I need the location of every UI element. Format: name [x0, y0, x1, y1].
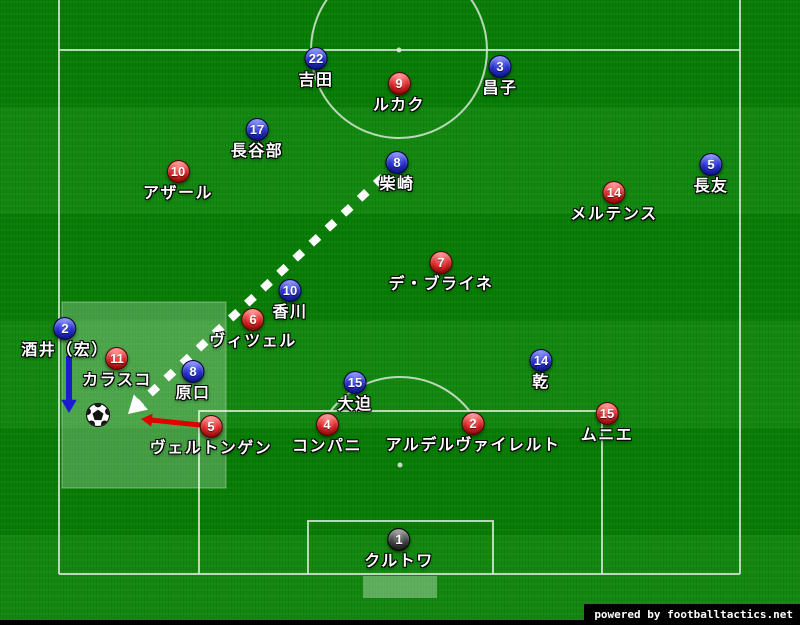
player-belgium[interactable]: 11 カラスコ: [82, 347, 152, 389]
player-name-label: アルデルヴァイレルト: [385, 435, 561, 454]
player-name-label: 長谷部: [230, 141, 284, 160]
player-belgium[interactable]: 7 デ・ブライネ: [388, 251, 493, 293]
player-number-chip[interactable]: 4: [315, 413, 339, 436]
player-number-chip[interactable]: 8: [181, 360, 205, 383]
player-japan[interactable]: 10 香川: [272, 279, 307, 321]
player-japan[interactable]: 17 長谷部: [231, 118, 284, 160]
player-name-label: カラスコ: [82, 370, 152, 389]
player-name-label: 長友: [693, 176, 729, 195]
player-number-chip[interactable]: 5: [699, 153, 723, 176]
player-number-chip[interactable]: 5: [199, 415, 223, 438]
player-name-label: 香川: [272, 302, 308, 321]
player-number-chip[interactable]: 10: [166, 160, 190, 183]
player-japan[interactable]: 5 長友: [693, 153, 728, 195]
player-belgium[interactable]: 15 ムニエ: [581, 402, 634, 444]
player-name-label: 酒井（宏）: [21, 340, 109, 359]
player-japan[interactable]: 2 酒井（宏）: [21, 317, 109, 359]
bottom-border: [0, 620, 800, 625]
player-name-label: 原口: [175, 383, 211, 402]
player-japan[interactable]: 22 吉田: [298, 47, 333, 89]
player-japan[interactable]: 14 乾: [529, 349, 553, 391]
player-number-chip[interactable]: 1: [387, 528, 411, 551]
player-japan[interactable]: 8 柴崎: [379, 151, 414, 193]
player-name-label: メルテンス: [570, 204, 658, 223]
player-gk[interactable]: 1 クルトワ: [364, 528, 434, 570]
player-name-label: 柴崎: [379, 174, 415, 193]
player-number-chip[interactable]: 15: [343, 371, 367, 394]
penalty-box: [198, 376, 603, 574]
player-name-label: アザール: [142, 183, 214, 202]
player-number-chip[interactable]: 3: [488, 55, 512, 78]
run-arrow-blue-head[interactable]: [61, 399, 77, 413]
pass-arrow-head[interactable]: [128, 394, 148, 414]
press-arrow-red-shaft[interactable]: [149, 417, 201, 428]
player-name-label: ヴィツェル: [209, 331, 297, 350]
press-arrow-red-head[interactable]: [141, 413, 153, 427]
player-number-chip[interactable]: 11: [105, 347, 129, 370]
player-japan[interactable]: 8 原口: [175, 360, 210, 402]
credit-text: powered by footballtactics.net: [594, 608, 793, 621]
player-belgium[interactable]: 2 アルデルヴァイレルト: [386, 412, 561, 454]
goal: [363, 576, 437, 598]
player-name-label: 昌子: [482, 78, 518, 97]
player-number-chip[interactable]: 22: [304, 47, 328, 70]
player-name-label: ルカク: [372, 95, 426, 114]
player-name-label: デ・ブライネ: [388, 274, 494, 293]
player-belgium[interactable]: 4 コンパニ: [292, 413, 362, 455]
player-number-chip[interactable]: 17: [245, 118, 269, 141]
player-number-chip[interactable]: 2: [461, 412, 485, 435]
player-name-label: 大迫: [337, 394, 373, 413]
player-name-label: コンパニ: [291, 436, 363, 455]
player-name-label: ムニエ: [580, 425, 634, 444]
goal-area-box: [307, 520, 494, 574]
player-number-chip[interactable]: 2: [53, 317, 77, 340]
player-number-chip[interactable]: 7: [429, 251, 453, 274]
player-number-chip[interactable]: 14: [602, 181, 626, 204]
player-belgium[interactable]: 9 ルカク: [373, 72, 425, 114]
player-name-label: ヴェルトンゲン: [149, 438, 273, 457]
player-name-label: 乾: [532, 372, 550, 391]
player-number-chip[interactable]: 8: [385, 151, 409, 174]
player-number-chip[interactable]: 10: [278, 279, 302, 302]
player-belgium[interactable]: 14 メルテンス: [570, 181, 657, 223]
credit-bar: powered by footballtactics.net: [584, 604, 800, 625]
player-number-chip[interactable]: 6: [241, 308, 265, 331]
player-name-label: クルトワ: [364, 551, 434, 570]
player-belgium[interactable]: 5 ヴェルトンゲン: [150, 415, 273, 457]
player-japan[interactable]: 3 昌子: [482, 55, 517, 97]
penalty-spot: [397, 462, 403, 468]
player-number-chip[interactable]: 14: [529, 349, 553, 372]
player-japan[interactable]: 15 大迫: [337, 371, 372, 413]
highlight-zone[interactable]: [61, 301, 227, 489]
player-number-chip[interactable]: 15: [595, 402, 619, 425]
player-name-label: 吉田: [298, 70, 334, 89]
player-number-chip[interactable]: 9: [387, 72, 411, 95]
player-belgium[interactable]: 6 ヴィツェル: [209, 308, 297, 350]
penalty-arc: [329, 376, 471, 412]
player-belgium[interactable]: 10 アザール: [143, 160, 213, 202]
